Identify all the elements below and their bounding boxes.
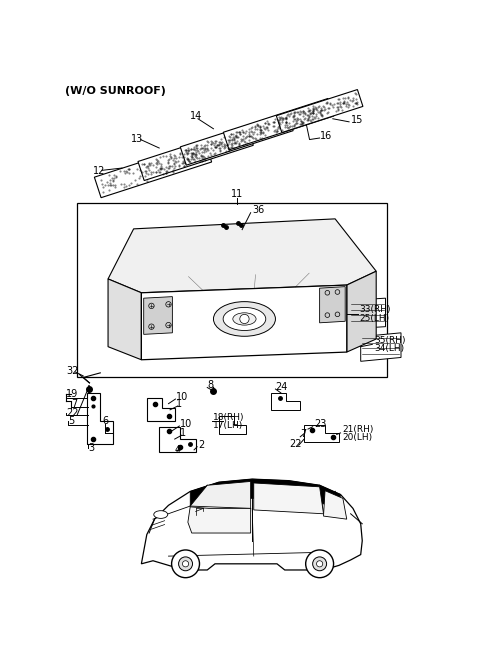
Polygon shape — [190, 479, 340, 506]
Polygon shape — [223, 98, 334, 150]
Polygon shape — [159, 427, 196, 452]
Polygon shape — [144, 297, 172, 335]
Text: 11: 11 — [230, 189, 243, 199]
Ellipse shape — [214, 302, 276, 337]
Text: 8: 8 — [207, 380, 214, 390]
Text: 32: 32 — [66, 366, 79, 377]
Text: 19: 19 — [66, 390, 78, 400]
Text: 16: 16 — [321, 131, 333, 140]
Text: 13: 13 — [132, 134, 144, 144]
Polygon shape — [276, 90, 363, 133]
Circle shape — [149, 303, 154, 308]
Text: 21(RH): 21(RH) — [342, 424, 373, 434]
Polygon shape — [142, 479, 362, 570]
Text: 25(LH): 25(LH) — [359, 314, 389, 323]
Ellipse shape — [154, 510, 168, 518]
Text: 5: 5 — [68, 416, 74, 426]
Ellipse shape — [223, 308, 266, 331]
Text: 1: 1 — [180, 428, 186, 438]
Text: 18(RH): 18(RH) — [214, 413, 245, 422]
Circle shape — [172, 550, 200, 578]
Circle shape — [335, 290, 340, 295]
Text: 10: 10 — [180, 419, 192, 428]
Polygon shape — [142, 285, 347, 359]
Text: 36: 36 — [252, 205, 264, 215]
Polygon shape — [108, 279, 142, 359]
Text: 3: 3 — [88, 443, 94, 453]
Text: 24: 24 — [276, 382, 288, 392]
Polygon shape — [95, 142, 212, 197]
Text: 20(LH): 20(LH) — [342, 433, 372, 442]
Text: 17(LH): 17(LH) — [214, 422, 244, 430]
Circle shape — [312, 557, 326, 571]
Text: 7: 7 — [300, 430, 307, 440]
Text: 6: 6 — [103, 416, 109, 426]
Polygon shape — [219, 416, 246, 434]
Text: 34(LH): 34(LH) — [374, 344, 404, 354]
Text: 35(RH): 35(RH) — [374, 336, 406, 345]
Bar — [77, 203, 387, 377]
Polygon shape — [271, 393, 300, 410]
Text: 1: 1 — [176, 400, 182, 409]
Polygon shape — [188, 507, 251, 533]
Text: 14: 14 — [190, 111, 203, 121]
Text: 23: 23 — [314, 419, 326, 430]
Text: 4: 4 — [175, 445, 181, 455]
Polygon shape — [348, 298, 385, 329]
Polygon shape — [360, 333, 401, 361]
Text: 2: 2 — [198, 440, 204, 450]
Text: 15: 15 — [350, 115, 363, 125]
Text: (W/O SUNROOF): (W/O SUNROOF) — [65, 87, 166, 96]
Polygon shape — [147, 398, 175, 421]
Polygon shape — [180, 112, 293, 165]
Text: 22: 22 — [66, 408, 79, 418]
Ellipse shape — [233, 313, 256, 325]
Text: 22: 22 — [289, 439, 302, 449]
Polygon shape — [108, 219, 376, 293]
Text: 7: 7 — [71, 400, 77, 409]
Circle shape — [306, 550, 334, 578]
Circle shape — [240, 314, 249, 323]
Circle shape — [335, 312, 340, 317]
Polygon shape — [138, 127, 253, 180]
Circle shape — [316, 561, 323, 567]
Text: 33(RH): 33(RH) — [359, 305, 391, 314]
Circle shape — [182, 561, 189, 567]
Circle shape — [166, 302, 171, 307]
Circle shape — [325, 291, 330, 295]
Polygon shape — [304, 425, 339, 442]
Circle shape — [179, 557, 192, 571]
Text: 12: 12 — [93, 166, 105, 176]
Circle shape — [325, 313, 330, 318]
Polygon shape — [87, 393, 113, 445]
Polygon shape — [320, 287, 345, 323]
Circle shape — [166, 323, 171, 328]
Polygon shape — [347, 271, 376, 352]
Circle shape — [149, 324, 154, 329]
Polygon shape — [190, 482, 251, 508]
Text: 10: 10 — [176, 392, 189, 401]
Polygon shape — [324, 491, 347, 519]
Polygon shape — [254, 483, 324, 514]
